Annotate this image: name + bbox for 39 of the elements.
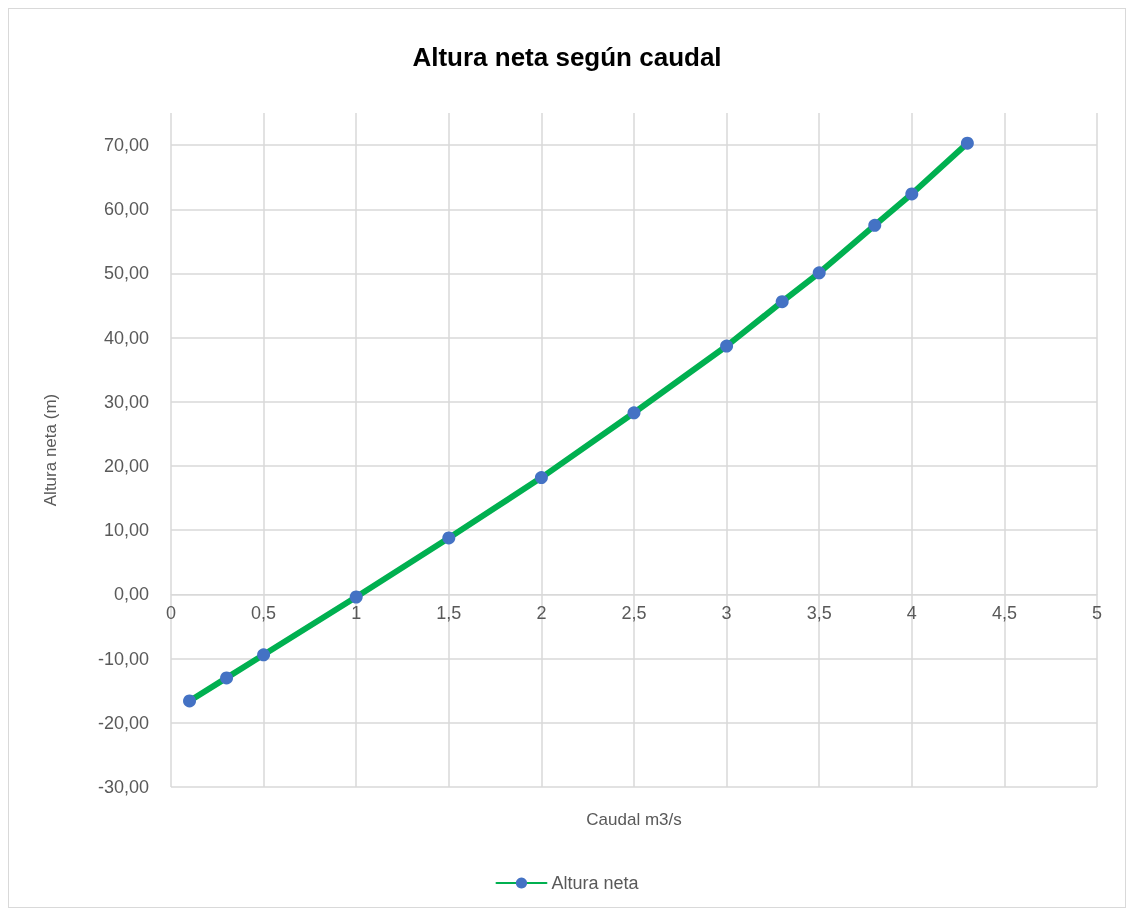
x-tick-label: 4,5 (991, 603, 1017, 624)
y-tick-label: 70,00 (103, 135, 149, 156)
point (442, 531, 456, 545)
legend-label: Altura neta (551, 873, 640, 893)
y-tick-label: -30,00 (97, 777, 149, 797)
x-tick-label: 4 (906, 603, 917, 624)
point (627, 406, 641, 420)
y-tick-label: 20,00 (103, 456, 149, 477)
x-tick-label: 1 (351, 603, 362, 624)
x-axis-title: Caudal m3/s (586, 810, 682, 829)
point (220, 671, 234, 685)
x-tick-label: 0 (165, 603, 177, 624)
point (775, 295, 789, 309)
x-tick-label: 5 (1091, 603, 1103, 624)
y-tick-label: 10,00 (103, 520, 149, 541)
point (183, 694, 197, 708)
y-tick-label: 50,00 (103, 263, 149, 284)
y-tick-label: 0,00 (113, 584, 149, 605)
y-tick-label: 40,00 (103, 327, 149, 348)
x-tick-label: 2,5 (621, 603, 647, 624)
x-tick-label: 0,5 (251, 603, 277, 624)
y-tick-label: -20,00 (97, 712, 149, 733)
point (960, 136, 974, 150)
x-tick-label: 2 (536, 603, 547, 624)
point (349, 590, 363, 604)
x-tick-label: 1,5 (436, 603, 462, 624)
point (868, 218, 882, 232)
point (534, 471, 548, 485)
y-tick-label: -10,00 (97, 648, 149, 669)
point (812, 266, 826, 280)
y-tick-label: 60,00 (103, 199, 149, 220)
y-axis-title: Altura neta (m) (41, 393, 60, 507)
y-tick-label: 30,00 (103, 391, 149, 412)
chart-title: Altura neta según caudal (412, 42, 722, 72)
point (905, 187, 919, 201)
point (720, 339, 734, 353)
x-tick-label: 3 (721, 603, 732, 624)
point (257, 648, 271, 662)
x-tick-label: 3,5 (806, 603, 832, 624)
